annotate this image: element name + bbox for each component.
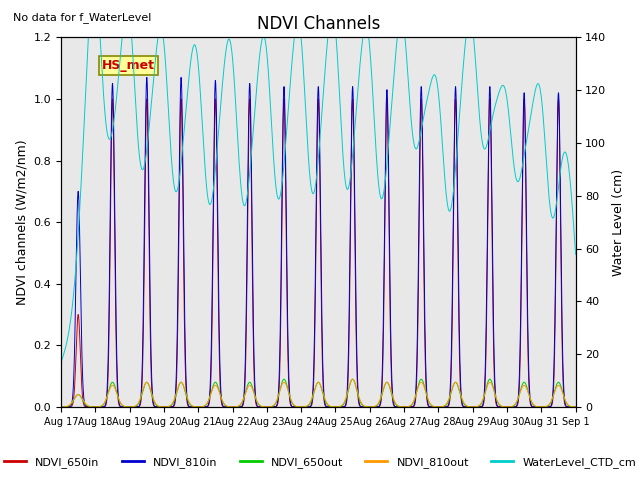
Legend: NDVI_650in, NDVI_810in, NDVI_650out, NDVI_810out, WaterLevel_CTD_cm: NDVI_650in, NDVI_810in, NDVI_650out, NDV… <box>0 452 640 472</box>
Y-axis label: Water Level (cm): Water Level (cm) <box>612 168 625 276</box>
Title: NDVI Channels: NDVI Channels <box>257 15 380 33</box>
Text: No data for f_WaterLevel: No data for f_WaterLevel <box>13 12 151 23</box>
Y-axis label: NDVI channels (W/m2/nm): NDVI channels (W/m2/nm) <box>15 139 28 305</box>
Text: HS_met: HS_met <box>102 59 155 72</box>
